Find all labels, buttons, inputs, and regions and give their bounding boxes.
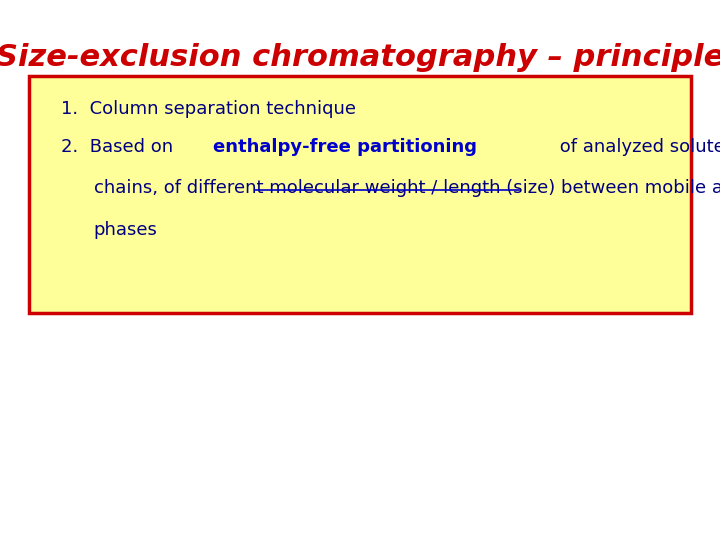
Text: enthalpy-free partitioning: enthalpy-free partitioning bbox=[213, 138, 477, 156]
FancyBboxPatch shape bbox=[29, 76, 691, 313]
Text: phases: phases bbox=[94, 221, 158, 239]
Text: chains, of different molecular weight / length (size) between mobile and station: chains, of different molecular weight / … bbox=[94, 179, 720, 197]
Text: Size-exclusion chromatography – principle: Size-exclusion chromatography – principl… bbox=[0, 43, 720, 72]
Text: of analyzed solutes, most often the polymer: of analyzed solutes, most often the poly… bbox=[554, 138, 720, 156]
Text: 2.  Based on: 2. Based on bbox=[61, 138, 179, 156]
Text: 1.  Column separation technique: 1. Column separation technique bbox=[61, 100, 356, 118]
